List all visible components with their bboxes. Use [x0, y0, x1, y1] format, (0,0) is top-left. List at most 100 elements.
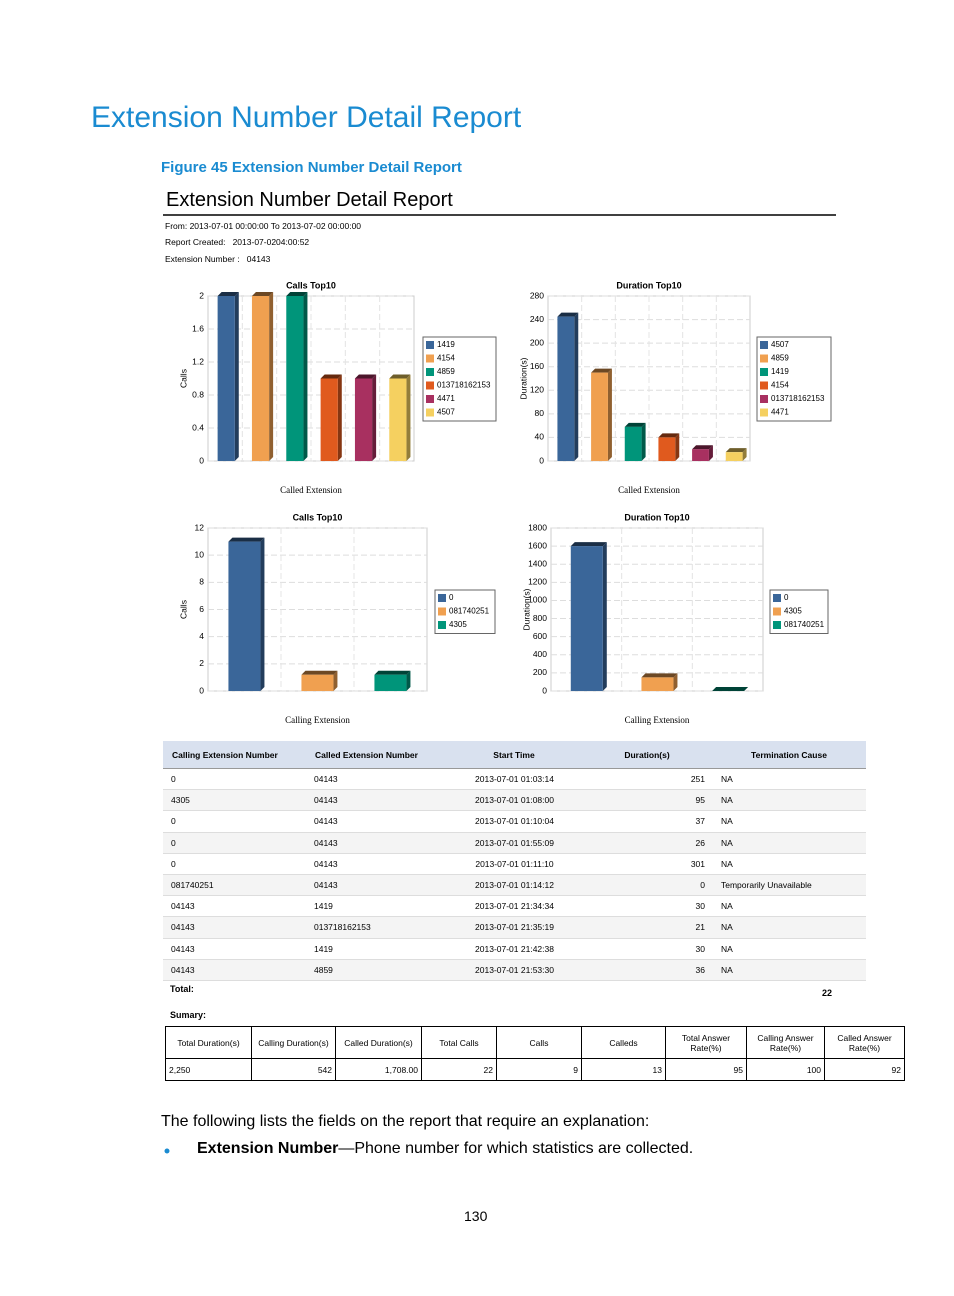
table-cell: 0	[582, 874, 713, 897]
y-tick-label: 1.6	[192, 323, 204, 333]
table-cell: NA	[713, 938, 866, 960]
table-cell: 95	[582, 789, 713, 812]
bar-side	[269, 292, 274, 461]
legend-swatch	[773, 607, 781, 616]
value: 04143	[246, 254, 271, 264]
bar	[320, 378, 338, 461]
bar	[725, 452, 743, 461]
report-period: From: 2013-07-01 00:00:00 To 2013-07-02 …	[165, 221, 361, 231]
bar-top	[217, 292, 239, 296]
table-cell: NA	[713, 789, 866, 812]
table-cell: 30	[582, 938, 713, 960]
table-cell: 1419	[306, 895, 447, 918]
legend-label: 1419	[437, 340, 455, 349]
y-tick-label: 600	[533, 631, 547, 641]
bar-side	[337, 374, 342, 461]
y-tick-label: 8	[199, 577, 204, 587]
table-cell: NA	[713, 853, 866, 875]
chart-title: Duration Top10	[624, 512, 689, 522]
legend-swatch	[773, 594, 781, 602]
y-axis-label: Calls	[178, 369, 188, 388]
bar-top	[557, 312, 579, 317]
summary-header: Total Duration(s)	[165, 1026, 252, 1059]
y-tick-label: 0.4	[192, 422, 204, 432]
bar-top	[228, 537, 265, 542]
table-row: 04143 4859 2013-07-01 21:53:30 36 NA	[163, 959, 866, 981]
bar	[354, 378, 373, 461]
y-tick-label: 0.8	[192, 389, 204, 399]
report-extension: Extension Number : 04143	[165, 254, 270, 264]
table-cell: 2013-07-01 21:53:30	[447, 959, 582, 981]
report-title: Extension Number Detail Report	[166, 189, 453, 211]
y-tick-label: 0	[539, 455, 544, 465]
legend-swatch	[760, 381, 768, 390]
x-axis-label: Called Extension	[280, 485, 342, 495]
table-header: Start Time	[447, 741, 582, 769]
y-tick-label: 0	[199, 685, 204, 695]
summary-cell: 13	[581, 1058, 666, 1081]
total-value: 22	[822, 988, 833, 998]
legend-label: 4305	[449, 620, 467, 629]
x-axis-label: Calling Extension	[625, 715, 690, 725]
chart-title: Calls Top10	[293, 512, 343, 522]
bar	[286, 296, 304, 461]
summary-table: Total Duration(s) Calling Duration(s) Call…	[165, 1026, 905, 1081]
table-cell: 2013-07-01 21:35:19	[447, 916, 582, 939]
table-cell: 2013-07-01 01:14:12	[447, 874, 582, 897]
bar-side	[708, 445, 713, 461]
bar-top	[624, 422, 646, 427]
summary-header: Total Calls	[421, 1026, 497, 1059]
y-tick-label: 200	[530, 337, 544, 347]
y-tick-label: 0	[199, 455, 204, 465]
bar-side	[574, 312, 579, 461]
table-cell: 2013-07-01 01:11:10	[447, 853, 582, 875]
summary-cell: 92	[824, 1058, 905, 1081]
bar-top	[320, 374, 342, 379]
bar	[389, 378, 407, 461]
bar-side	[333, 670, 338, 691]
paragraph: The following lists the fields on the re…	[161, 1113, 650, 1130]
y-tick-label: 160	[530, 361, 544, 371]
table-header: Duration(s)	[582, 741, 713, 769]
legend-swatch	[760, 354, 768, 363]
y-tick-label: 0	[542, 685, 547, 695]
y-tick-label: 2	[199, 290, 204, 300]
summary-cell: 2,250	[165, 1058, 252, 1081]
table-cell: 0	[163, 768, 306, 791]
table-cell: 04143	[306, 810, 447, 833]
table-cell: 04143	[163, 916, 306, 939]
legend-label: 0	[784, 593, 789, 602]
table-cell: 2013-07-01 21:34:34	[447, 895, 582, 918]
table-cell: 1419	[306, 938, 447, 960]
table-row: 04143 1419 2013-07-01 21:34:34 30 NA	[163, 895, 866, 918]
summary-header: Total Answer Rate(%)	[665, 1026, 747, 1059]
label: Report Created:	[165, 237, 226, 247]
bar	[301, 674, 334, 691]
y-tick-label: 1400	[528, 558, 547, 568]
table-cell: 0	[163, 853, 306, 875]
y-axis-label: Calls	[178, 600, 188, 619]
legend-swatch	[426, 408, 434, 417]
summary-cell: 95	[665, 1058, 747, 1081]
y-tick-label: 200	[533, 667, 547, 677]
legend-swatch	[426, 368, 434, 376]
legend-swatch	[438, 594, 446, 602]
table-cell: 2013-07-01 01:03:14	[447, 768, 582, 791]
summary-cell: 542	[251, 1058, 336, 1081]
table-cell: 2013-07-01 01:08:00	[447, 789, 582, 812]
table-row: 0 04143 2013-07-01 01:10:04 37 NA	[163, 810, 866, 833]
summary-header: Called Answer Rate(%)	[824, 1026, 905, 1059]
legend-label: 4471	[437, 394, 455, 403]
y-tick-label: 1.2	[192, 356, 204, 366]
legend-label: 4859	[771, 354, 789, 363]
bar-side	[260, 537, 265, 691]
legend-swatch	[438, 621, 446, 629]
legend-box	[756, 336, 832, 422]
summary-header: Calling Answer Rate(%)	[746, 1026, 825, 1059]
table-cell: NA	[713, 916, 866, 939]
bar-top	[374, 670, 411, 675]
table-row: 04143 1419 2013-07-01 21:42:38 30 NA	[163, 938, 866, 960]
bar-side	[406, 670, 411, 691]
bar	[591, 372, 608, 461]
